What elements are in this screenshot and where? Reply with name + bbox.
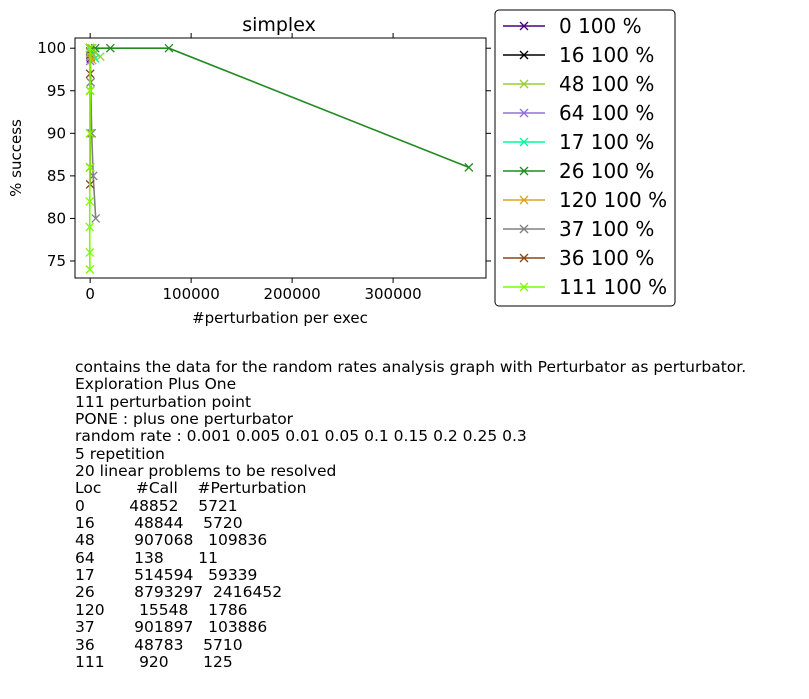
marker-stroke — [519, 21, 529, 31]
data-description-text: contains the data for the random rates a… — [75, 358, 747, 671]
legend: 0 100 % 16 100 % 48 100 % 64 100 % 17 100 % 2… — [494, 9, 676, 307]
legend-entry: 48 100 % — [503, 72, 654, 96]
series-9 — [85, 43, 95, 274]
marker-stroke — [519, 137, 529, 147]
marker-stroke — [85, 128, 95, 138]
legend-entry: 36 100 % — [503, 246, 654, 270]
marker-stroke — [85, 222, 95, 232]
marker-stroke — [464, 162, 474, 172]
chart-figure: simplex 0 100000 200000 300000 75 80 85 90 95 10… — [7, 9, 676, 327]
marker-stroke — [519, 282, 529, 292]
legend-marker — [519, 166, 529, 176]
data-point — [85, 265, 95, 274]
marker-stroke — [85, 265, 95, 274]
legend-marker — [519, 50, 529, 60]
legend-marker — [519, 253, 529, 263]
marker-stroke — [85, 162, 95, 172]
legend-marker — [519, 108, 529, 118]
marker-stroke — [95, 52, 105, 62]
data-point — [85, 222, 95, 232]
legend-entry: 16 100 % — [503, 43, 654, 67]
legend-label: 26 100 % — [559, 159, 654, 183]
marker-stroke — [91, 213, 101, 223]
data-point — [85, 43, 95, 53]
legend-marker — [519, 224, 529, 234]
y-axis-label: % success — [7, 119, 25, 197]
chart-marks — [85, 43, 474, 274]
data-point — [105, 43, 115, 53]
x-tick-label: 0 — [85, 285, 95, 303]
legend-entry: 111 100 % — [503, 275, 667, 299]
data-point — [464, 162, 474, 172]
legend-label: 17 100 % — [559, 130, 654, 154]
marker-stroke — [85, 248, 95, 257]
marker-stroke — [164, 43, 174, 53]
x-axis: 0 100000 200000 300000 — [85, 33, 422, 303]
legend-label: 37 100 % — [559, 217, 654, 241]
legend-entry: 17 100 % — [503, 130, 654, 154]
legend-entry: 64 100 % — [503, 101, 654, 125]
chart-title: simplex — [242, 14, 316, 36]
legend-marker — [519, 282, 529, 292]
legend-marker — [519, 195, 529, 205]
data-point — [164, 43, 174, 53]
legend-entry: 37 100 % — [503, 217, 654, 241]
marker-stroke — [87, 128, 97, 138]
data-point — [91, 213, 101, 223]
marker-stroke — [519, 224, 529, 234]
legend-label: 48 100 % — [559, 72, 654, 96]
legend-marker — [519, 137, 529, 147]
y-tick-label: 95 — [47, 82, 66, 100]
legend-entry: 26 100 % — [503, 159, 654, 183]
legend-marker — [519, 21, 529, 31]
legend-entry: 120 100 % — [503, 188, 667, 212]
plot-frame — [74, 37, 487, 279]
data-point — [86, 52, 96, 62]
legend-label: 111 100 % — [559, 275, 667, 299]
marker-stroke — [519, 108, 529, 118]
marker-stroke — [105, 43, 115, 53]
x-tick-label: 200000 — [263, 285, 320, 303]
data-point — [95, 52, 105, 62]
x-tick-label: 100000 — [162, 285, 219, 303]
legend-label: 64 100 % — [559, 101, 654, 125]
x-axis-label: #perturbation per exec — [192, 309, 368, 327]
data-point — [87, 128, 97, 138]
y-tick-label: 80 — [47, 209, 66, 227]
marker-stroke — [519, 50, 529, 60]
marker-stroke — [519, 253, 529, 263]
marker-stroke — [85, 86, 95, 96]
series-line — [90, 47, 470, 169]
data-point — [85, 196, 95, 206]
y-tick-label: 100 — [37, 39, 66, 57]
y-tick-label: 90 — [47, 124, 66, 142]
data-point — [85, 162, 95, 172]
legend-entry: 0 100 % — [503, 14, 642, 38]
series-5 — [85, 43, 474, 172]
legend-label: 36 100 % — [559, 246, 654, 270]
marker-stroke — [519, 195, 529, 205]
y-tick-label: 85 — [47, 167, 66, 185]
marker-stroke — [86, 52, 96, 62]
x-tick-label: 300000 — [364, 285, 421, 303]
data-point — [85, 128, 95, 138]
y-axis: 75 80 85 90 95 100 — [37, 39, 491, 270]
legend-label: 0 100 % — [559, 14, 642, 38]
data-point — [85, 248, 95, 257]
legend-label: 120 100 % — [559, 188, 667, 212]
marker-stroke — [519, 166, 529, 176]
legend-label: 16 100 % — [559, 43, 654, 67]
marker-stroke — [519, 79, 529, 89]
marker-stroke — [85, 43, 95, 53]
legend-marker — [519, 79, 529, 89]
marker-stroke — [85, 196, 95, 206]
y-tick-label: 75 — [47, 252, 66, 270]
data-point — [85, 86, 95, 96]
